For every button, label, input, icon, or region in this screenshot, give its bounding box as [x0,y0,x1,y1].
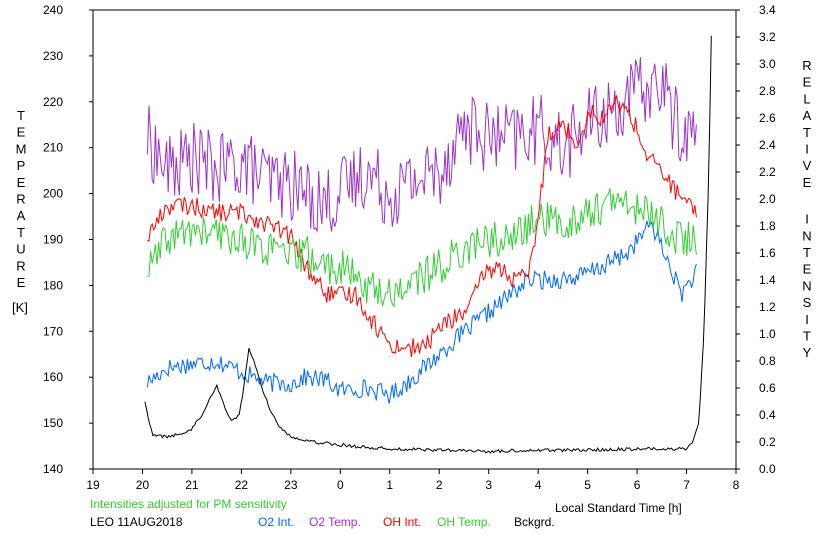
y-left-title-letter: T [17,225,25,240]
y-right-tick-label: 0.8 [759,354,776,368]
y-right-tick-label: 1.8 [759,219,776,233]
y-left-tick-label: 210 [43,141,63,155]
y-right-tick-label: 0.2 [759,435,776,449]
y-left-title-letter: U [16,242,25,257]
x-tick-label: 23 [284,478,298,492]
y-left-tick-label: 180 [43,278,63,292]
x-tick-label: 7 [683,478,690,492]
y-right-title-letter: T [803,245,811,260]
y-left-title-letter: P [17,158,26,173]
y-right-title-letter: T [803,125,811,140]
x-tick-label: 0 [337,478,344,492]
y-right-title-letter: S [803,295,812,310]
y-right-title-letter: N [802,278,811,293]
series-oh-temp [147,188,697,308]
y-right-title-letter: I [805,312,809,327]
y-axis-left: 140 150 160 170 180 190 200 210 220 230 240 [43,3,93,476]
y-left-tick-label: 200 [43,187,63,201]
y-left-title-letter: E [17,125,26,140]
legend-item: OH Int. [383,515,421,529]
legend-item: OH Temp. [437,515,491,529]
series-o2-temp [146,57,697,233]
x-tick-label: 8 [733,478,740,492]
y-right-tick-label: 0.6 [759,381,776,395]
x-tick-label: 5 [584,478,591,492]
x-tick-label: 21 [185,478,199,492]
y-right-title-letter: N [802,228,811,243]
y-left-title-letter: A [17,208,26,223]
series-oh-int [147,95,697,357]
y-right-tick-label: 2.0 [759,192,776,206]
y-left-tick-label: 170 [43,324,63,338]
y-axis-left-unit: [K] [12,300,28,315]
y-right-tick-label: 1.0 [759,327,776,341]
y-left-title-letter: E [17,275,26,290]
plot-frame [92,9,737,470]
y-right-title-letter: E [803,262,812,277]
y-right-tick-label: 2.6 [759,111,776,125]
x-tick-label: 22 [235,478,249,492]
y-left-title-letter: R [16,192,25,207]
y-left-title-letter: T [17,108,25,123]
y-right-title-letter: I [805,212,809,227]
y-left-tick-label: 240 [43,3,63,17]
y-right-title-letter: I [805,142,809,157]
x-tick-label: 3 [485,478,492,492]
station-date: LEO 11AUG2018 [90,515,183,529]
y-left-tick-label: 190 [43,233,63,247]
y-right-tick-label: 2.2 [759,165,776,179]
x-axis: 19 20 21 22 23 0 1 2 3 4 5 6 7 8 [86,469,740,492]
y-right-title-letter: A [803,108,812,123]
y-right-tick-label: 0.4 [759,408,776,422]
y-right-title-letter: R [802,58,811,73]
y-left-tick-label: 220 [43,95,63,109]
x-tick-label: 1 [386,478,393,492]
y-right-tick-label: 0.0 [759,462,776,476]
x-tick-label: 20 [136,478,150,492]
y-right-title-letter: E [803,175,812,190]
series-bckgrd [144,35,712,454]
y-left-tick-label: 140 [43,462,63,476]
y-left-tick-label: 160 [43,370,63,384]
y-right-title-letter: V [803,158,812,173]
legend-item: O2 Int. [258,515,294,529]
y-right-tick-label: 1.6 [759,246,776,260]
y-right-title-letter: E [803,75,812,90]
y-left-tick-label: 230 [43,49,63,63]
series-layer [144,35,712,454]
y-right-tick-label: 3.2 [759,30,776,44]
x-axis-title: Local Standard Time [h] [555,501,682,515]
y-right-title-letter: Y [803,345,812,360]
y-left-title-letter: E [17,175,26,190]
y-right-tick-label: 2.4 [759,138,776,152]
y-left-tick-label: 150 [43,416,63,430]
y-right-tick-label: 3.0 [759,57,776,71]
legend-item: Bckgrd. [514,515,555,529]
x-tick-label: 19 [86,478,100,492]
y-axis-right: 0.0 0.2 0.4 0.6 0.8 1.0 1.2 1.4 1.6 1.8 2.0 2.2 2.4 2… [736,3,776,476]
sensitivity-note: Intensities adjusted for PM sensitivity [90,497,287,511]
y-left-title-letter: R [16,258,25,273]
series-o2-int [146,220,697,404]
y-right-tick-label: 1.2 [759,300,776,314]
y-right-title-letter: T [803,329,811,344]
x-tick-label: 4 [535,478,542,492]
y-right-tick-label: 3.4 [759,3,776,17]
y-right-tick-label: 1.4 [759,273,776,287]
y-right-tick-label: 2.8 [759,84,776,98]
x-tick-label: 2 [436,478,443,492]
legend-item: O2 Temp. [309,515,361,529]
y-left-title-letter: M [16,141,27,156]
y-right-title-letter: L [803,91,810,106]
legend: O2 Int. O2 Temp. OH Int. OH Temp. Bckgrd. [258,515,555,529]
x-tick-label: 6 [634,478,641,492]
